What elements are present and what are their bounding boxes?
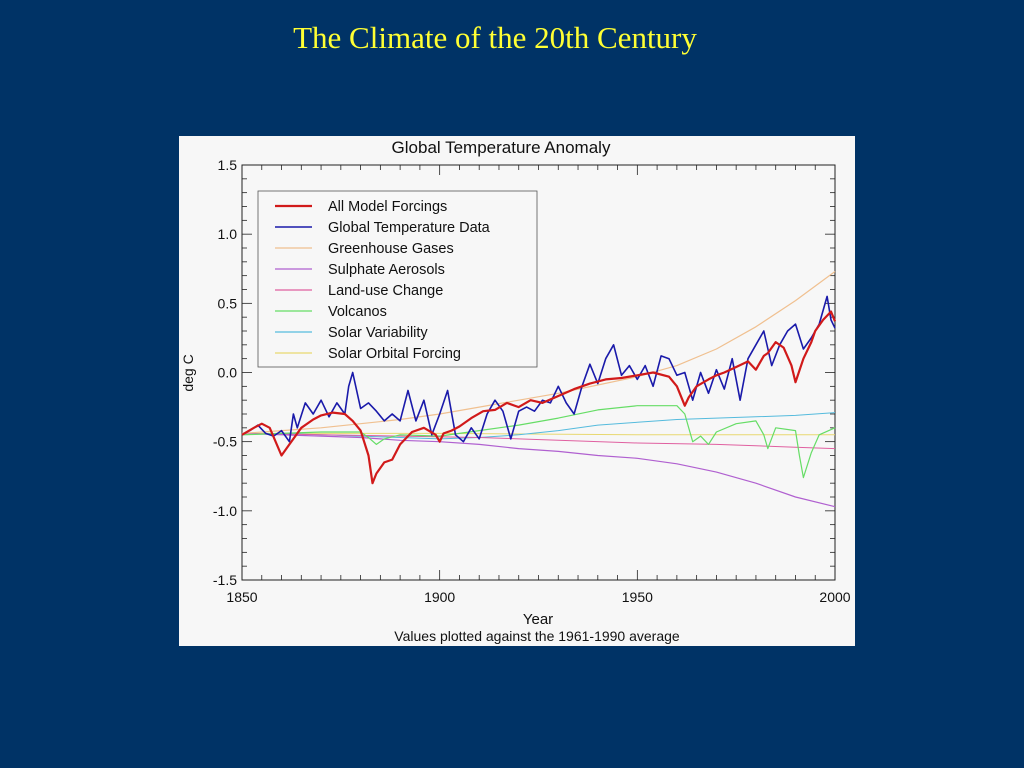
y-tick-label: 0.5 (218, 295, 238, 311)
y-tick-label: -1.0 (213, 503, 237, 519)
series-line-2 (241, 271, 836, 434)
series-line-3 (241, 432, 836, 508)
x-tick-label: 1850 (226, 589, 257, 605)
legend-label: All Model Forcings (328, 199, 447, 215)
temperature-anomaly-chart: Global Temperature Anomaly 1850 1900 1950 2… (180, 138, 851, 644)
y-tick-label: -0.5 (213, 434, 237, 450)
series-line-4 (241, 432, 836, 450)
baseline-note: Values plotted against the 1961-1990 ave… (394, 628, 680, 644)
legend-box (257, 190, 538, 368)
axes: 1850 1900 1950 2000 1.5 1.0 0.5 0.0 -0.5 -1.0 -1.5 (213, 157, 851, 605)
chart-panel: Global Temperature Anomaly 1850 1900 1950 2… (179, 136, 855, 646)
legend-label: Sulphate Aerosols (328, 262, 445, 278)
series-line-0 (241, 310, 837, 485)
y-tick-label: 0.0 (218, 365, 238, 381)
legend-label: Land-use Change (328, 283, 443, 299)
x-tick-label: 1950 (622, 589, 653, 605)
legend-label: Volcanos (328, 304, 387, 320)
legend: All Model Forcings Global Temperature Dat… (257, 190, 538, 368)
series-line-5 (241, 405, 836, 479)
x-tick-label: 2000 (819, 589, 850, 605)
series-line-1 (241, 295, 836, 443)
series-lines (241, 271, 837, 508)
y-tick-label: 1.5 (218, 157, 238, 173)
legend-label: Solar Orbital Forcing (328, 346, 461, 362)
x-axis-label: Year (523, 611, 553, 628)
y-tick-label: -1.5 (213, 572, 237, 588)
legend-label: Greenhouse Gases (328, 241, 454, 257)
y-tick-label: 1.0 (218, 226, 238, 242)
legend-label: Global Temperature Data (328, 220, 491, 236)
y-axis-label: deg C (180, 354, 196, 391)
x-tick-label: 1900 (424, 589, 455, 605)
chart-title: Global Temperature Anomaly (392, 138, 611, 157)
series-line-7 (242, 432, 835, 436)
legend-label: Solar Variability (328, 325, 428, 341)
slide-title: The Climate of the 20th Century (293, 20, 697, 55)
